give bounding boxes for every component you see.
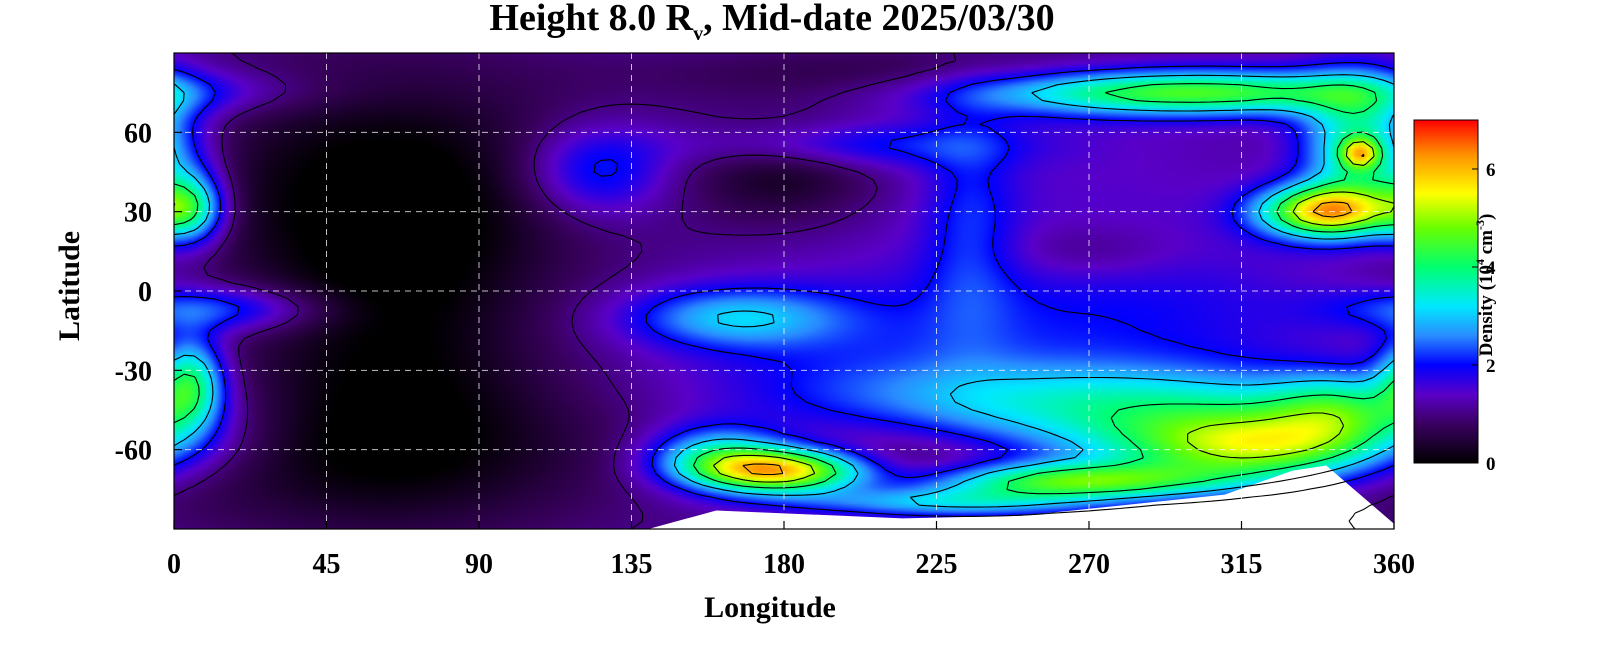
- y-axis-label: Latitude: [53, 231, 86, 341]
- heatmap-plot-area: [173, 52, 1395, 530]
- contour-level-4: [173, 83, 1395, 495]
- contour-level-6: [742, 153, 1365, 476]
- y-tick-label: -30: [115, 356, 152, 387]
- colorbar-ticks: 0 2 4 6: [1472, 160, 1496, 475]
- colorbar-label: Density (104 cm-3): [1473, 214, 1497, 357]
- grid-lines: [174, 53, 1394, 529]
- contour-level-2: [173, 62, 1395, 517]
- y-axis-ticks: 60 30 0 -30 -60: [115, 118, 182, 467]
- colorbar-tick-label: 6: [1486, 160, 1496, 181]
- x-tick-label: 45: [313, 549, 341, 580]
- y-tick-label: 60: [124, 118, 152, 149]
- contour-level-5: [173, 141, 1395, 483]
- x-axis-label: Longitude: [704, 591, 836, 624]
- x-tick-label: 90: [465, 549, 493, 580]
- colorbar: 0 2 4 6 Density (104 cm-3): [1413, 119, 1497, 475]
- colorbar-tick-label: 0: [1486, 454, 1496, 475]
- contour-level-3: [173, 74, 1395, 508]
- no-data-mask: [174, 465, 1394, 530]
- contour-level-1: [173, 52, 1395, 530]
- x-tick-label: 360: [1373, 549, 1415, 580]
- x-axis-ticks: 0 45 90 135 180 225 270 315 360: [167, 521, 1415, 580]
- colorbar-tick-label: 2: [1486, 356, 1496, 377]
- contour-lines: [173, 52, 1395, 530]
- x-tick-label: 225: [916, 549, 958, 580]
- x-tick-label: 135: [611, 549, 653, 580]
- chart-title: Height 8.0 Rv, Mid-date 2025/03/30: [489, 0, 1054, 45]
- colorbar-scale: [1413, 119, 1479, 464]
- x-tick-label: 270: [1068, 549, 1110, 580]
- y-tick-label: 30: [124, 198, 152, 229]
- y-tick-label: 0: [138, 277, 152, 308]
- x-tick-label: 0: [167, 549, 181, 580]
- y-tick-label: -60: [115, 436, 152, 467]
- x-tick-label: 315: [1221, 549, 1263, 580]
- colorbar-tick-label: 4: [1486, 258, 1496, 279]
- x-tick-label: 180: [763, 549, 805, 580]
